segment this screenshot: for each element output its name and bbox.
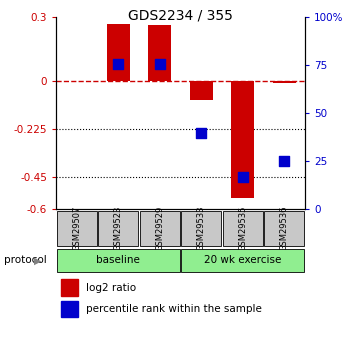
FancyBboxPatch shape	[57, 211, 97, 246]
Text: protocol: protocol	[4, 255, 46, 265]
Bar	[273, 81, 296, 83]
FancyBboxPatch shape	[223, 211, 263, 246]
Text: GSM29535: GSM29535	[238, 206, 247, 251]
Text: log2 ratio: log2 ratio	[86, 283, 136, 293]
Point	[157, 61, 162, 67]
Point	[240, 174, 245, 179]
Text: GSM29507: GSM29507	[72, 206, 81, 251]
Text: GSM29533: GSM29533	[197, 206, 206, 251]
FancyBboxPatch shape	[181, 249, 304, 272]
Bar	[61, 279, 78, 296]
Point	[116, 61, 121, 67]
Bar	[61, 300, 78, 317]
FancyBboxPatch shape	[140, 211, 180, 246]
Point	[199, 130, 204, 136]
Text: GSM29536: GSM29536	[280, 206, 289, 251]
Bar	[190, 81, 213, 100]
FancyBboxPatch shape	[98, 211, 138, 246]
FancyBboxPatch shape	[264, 211, 304, 246]
Text: GDS2234 / 355: GDS2234 / 355	[128, 9, 233, 23]
Text: 20 wk exercise: 20 wk exercise	[204, 255, 282, 265]
Text: ▶: ▶	[34, 255, 42, 265]
Bar	[231, 81, 254, 198]
FancyBboxPatch shape	[57, 249, 180, 272]
FancyBboxPatch shape	[181, 211, 221, 246]
Text: GSM29523: GSM29523	[114, 206, 123, 251]
Bar	[107, 23, 130, 81]
Bar	[148, 25, 171, 81]
Text: percentile rank within the sample: percentile rank within the sample	[86, 304, 262, 314]
Text: baseline: baseline	[96, 255, 140, 265]
Point	[282, 158, 287, 164]
Text: GSM29529: GSM29529	[155, 206, 164, 251]
